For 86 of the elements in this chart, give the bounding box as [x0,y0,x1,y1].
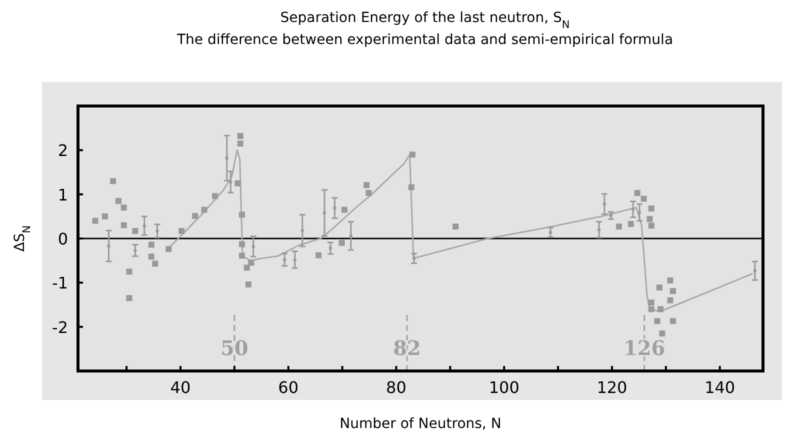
point [648,205,654,212]
point [152,260,158,267]
point [364,182,370,188]
point [322,211,326,214]
x-tick-label: 60 [278,378,299,397]
point [225,156,228,160]
point [237,133,244,140]
x-tick-label: 140 [704,378,736,397]
chart-subtitle: The difference between experimental data and semi-empirical formula [176,32,674,48]
point [656,284,662,291]
point [237,140,244,147]
point [248,260,254,266]
point [134,248,137,252]
y-tick-label: 1 [58,185,68,204]
point [366,190,372,196]
point [616,224,622,230]
point [628,220,634,227]
point [126,268,132,275]
x-tick-label: 80 [386,378,406,397]
point [300,228,304,232]
point [338,240,345,246]
point [670,288,676,294]
point [115,198,122,204]
point [648,222,654,229]
ref-line-label: 50 [220,336,248,360]
point [667,277,674,284]
point [412,256,416,260]
point [178,228,185,234]
point [640,196,647,202]
point [753,269,757,272]
point [670,318,676,324]
point [452,224,459,230]
point [120,204,127,211]
point [126,295,132,302]
point [201,206,208,213]
point [132,228,138,234]
point [244,264,250,271]
point [238,252,245,259]
point [341,206,348,213]
point [293,258,296,262]
point [107,244,110,248]
point [631,208,635,211]
point [646,216,653,222]
point [166,246,172,252]
point [92,218,98,224]
point [634,190,640,196]
point [408,184,414,190]
point [667,297,674,304]
point [156,229,159,233]
point [638,210,642,214]
point [148,242,154,248]
ref-line-label: 82 [393,336,421,360]
y-tick-label: -2 [52,318,68,337]
point [648,300,654,306]
point [192,212,198,219]
point [658,306,664,312]
point [148,254,154,260]
point [102,213,108,220]
point [659,330,666,336]
point [597,228,601,232]
point [234,180,241,186]
y-tick-label: 0 [58,230,68,248]
point [316,252,322,258]
point [409,152,416,158]
point [245,281,252,288]
x-tick-label: 40 [170,378,191,397]
point [238,212,245,218]
x-tick-label: 120 [596,378,628,397]
point [252,244,255,248]
x-axis-title: Number of Neutrons, N [340,416,502,432]
x-tick-label: 100 [488,378,520,397]
point [110,178,116,184]
ref-line-label: 126 [623,336,666,360]
y-tick-label: -1 [52,274,68,293]
point [333,206,336,210]
point [654,318,660,324]
point [120,222,127,228]
point [238,241,245,248]
point [648,306,654,312]
chart-title: Separation Energy of the last neutron, S$_{N}$ [280,10,570,31]
y-tick-label: 2 [58,141,68,160]
point [212,193,218,200]
point [349,234,353,238]
point [229,180,232,184]
point [142,224,146,228]
point [548,230,552,234]
